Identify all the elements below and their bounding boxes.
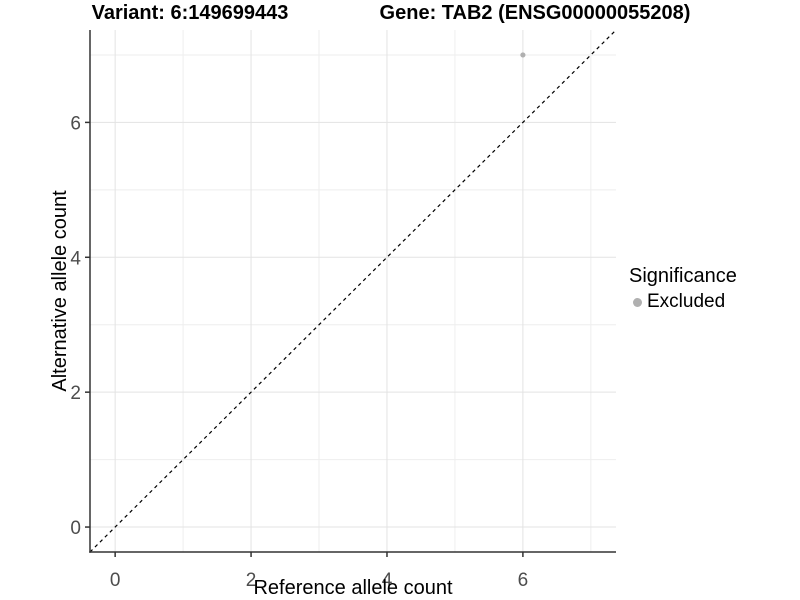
x-tick-label: 6	[518, 570, 529, 591]
legend-key-dot-icon	[633, 297, 642, 307]
legend-entry-label: Excluded	[647, 291, 726, 312]
legend-title: Significance	[629, 265, 737, 287]
x-tick-label: 0	[110, 570, 121, 591]
y-tick-label: 4	[70, 248, 81, 269]
x-tick-label: 2	[246, 570, 257, 591]
y-axis-title: Alternative allele count	[49, 190, 71, 392]
legend-entry-excluded: Excluded	[633, 291, 737, 313]
x-tick-label: 4	[382, 570, 393, 591]
major-gridlines	[90, 30, 616, 552]
minor-gridlines	[90, 30, 616, 552]
legend: Significance Excluded	[629, 265, 737, 313]
data-point	[520, 52, 526, 58]
identity-reference-line	[89, 29, 617, 553]
y-tick-label: 6	[70, 113, 81, 134]
y-tick-label: 2	[70, 383, 81, 404]
plot-title-variant: Variant: 6:149699443	[91, 2, 289, 24]
x-axis-title: Reference allele count	[253, 577, 452, 599]
y-tick-label: 0	[70, 518, 81, 539]
plot-title-gene: Gene: TAB2 (ENSG00000055208)	[379, 2, 691, 24]
